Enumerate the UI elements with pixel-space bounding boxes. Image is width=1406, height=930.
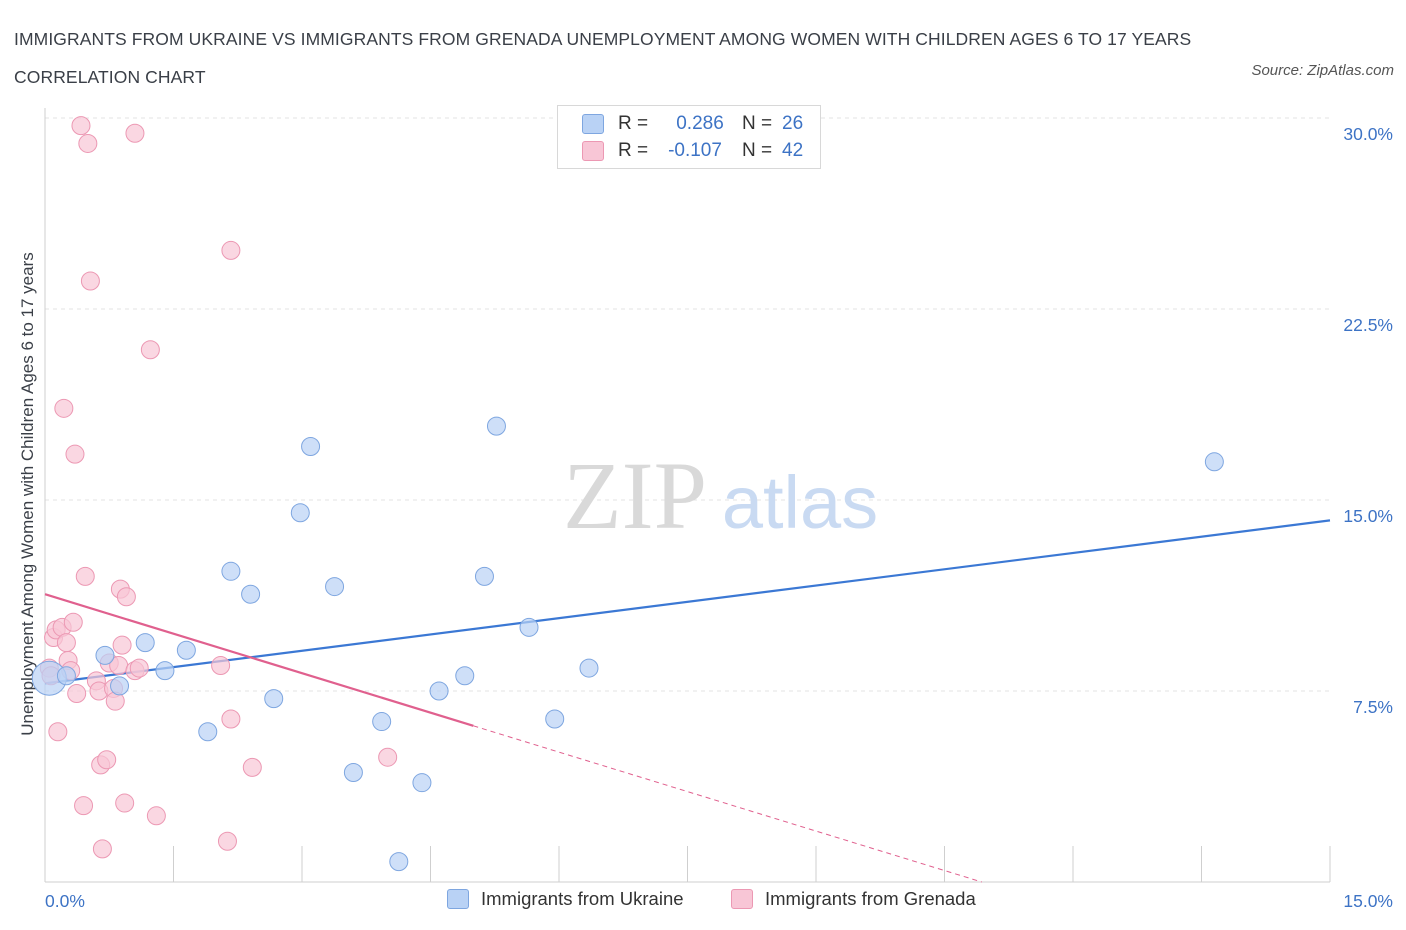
grenada-trendline-extension: [473, 725, 982, 883]
grenada-point-15: [75, 566, 95, 586]
grenada-point-16: [78, 133, 98, 153]
legend-r-label: R =: [618, 113, 649, 134]
x-tick-label-max: 15.0%: [1343, 891, 1393, 911]
bottom-legend-grenada-label: Immigrants from Grenada: [765, 888, 976, 909]
ukraine-point-22: [519, 617, 539, 637]
y-tick-label-2: 22.5%: [1343, 315, 1393, 335]
ukraine-point-23: [545, 709, 565, 729]
grenada-point-40: [242, 757, 262, 777]
grenada-point-39: [221, 240, 241, 260]
grenada-point-33: [125, 123, 145, 143]
grenada-swatch-icon: [582, 141, 604, 161]
grenada-point-38: [221, 709, 241, 729]
ukraine-legend-icon: [447, 889, 469, 909]
y-tick-label-1: 15.0%: [1343, 506, 1393, 526]
ukraine-point-16: [389, 852, 409, 872]
ukraine-point-6: [176, 640, 196, 660]
grenada-point-29: [115, 793, 135, 813]
ukraine-swatch-icon: [582, 114, 604, 134]
watermark-atlas: atlas: [722, 461, 878, 544]
y-tick-label-3: 30.0%: [1343, 124, 1393, 144]
ukraine-point-17: [412, 773, 432, 793]
ukraine-point-9: [241, 584, 261, 604]
grenada-point-37: [217, 831, 237, 851]
x-tick-label-min: 0.0%: [45, 891, 85, 911]
watermark: ZIP atlas: [563, 442, 878, 549]
bottom-legend-grenada: Immigrants from Grenada: [731, 888, 976, 910]
grenada-points: [39, 116, 398, 859]
ukraine-point-21: [486, 416, 506, 436]
grenada-point-32: [129, 658, 149, 678]
grenada-point-6: [54, 398, 74, 418]
grenada-point-4: [48, 722, 68, 742]
grenada-point-7: [56, 633, 76, 653]
grenada-point-35: [146, 806, 166, 826]
ukraine-point-24: [579, 658, 599, 678]
grenada-point-14: [74, 796, 94, 816]
grenada-trendline: [44, 593, 474, 727]
ukraine-point-1: [56, 666, 76, 686]
grenada-point-36: [211, 656, 231, 676]
grenada-point-11: [65, 444, 85, 464]
watermark-zip: ZIP: [563, 442, 707, 549]
ukraine-point-4: [135, 633, 155, 653]
trendlines: [44, 519, 1331, 883]
grenada-legend-icon: [731, 889, 753, 909]
legend-row-ukraine: R = 0.286 N = 26: [582, 111, 803, 137]
legend-grenada-n: 42: [782, 140, 804, 161]
ukraine-point-20: [474, 566, 494, 586]
legend-ukraine-n: 26: [782, 113, 804, 134]
ukraine-point-11: [290, 503, 310, 523]
grenada-point-34: [140, 340, 160, 360]
bottom-legend-ukraine: Immigrants from Ukraine: [447, 888, 684, 910]
ukraine-point-3: [110, 676, 130, 696]
grenada-point-22: [97, 750, 117, 770]
ukraine-point-5: [155, 661, 175, 681]
grenada-point-12: [67, 684, 87, 704]
ukraine-point-10: [264, 689, 284, 709]
source-label: Source: ZipAtlas.com: [1251, 62, 1394, 79]
bottom-legend-ukraine-label: Immigrants from Ukraine: [481, 888, 684, 909]
ukraine-points: [31, 416, 1224, 872]
gridlines: [45, 117, 1330, 692]
legend-grenada-r: -0.107: [668, 140, 722, 161]
ukraine-point-12: [301, 437, 321, 457]
legend-row-grenada: R = -0.107 N = 42: [582, 138, 803, 164]
ukraine-point-18: [429, 681, 449, 701]
chart-title: IMMIGRANTS FROM UKRAINE VS IMMIGRANTS FR…: [14, 29, 1192, 87]
ukraine-point-2: [95, 645, 115, 665]
ukraine-trendline: [44, 519, 1331, 685]
ukraine-point-19: [455, 666, 475, 686]
ukraine-point-25: [1204, 452, 1224, 472]
ukraine-point-7: [198, 722, 218, 742]
grenada-point-10: [63, 612, 83, 632]
grenada-point-17: [80, 271, 100, 291]
legend-n-label: N =: [742, 113, 773, 134]
legend-r-label: R =: [618, 140, 649, 161]
axes: [44, 108, 1331, 883]
correlation-legend: R = 0.286 N = 26 R = -0.107 N = 42: [557, 105, 821, 169]
ukraine-point-15: [372, 712, 392, 732]
grenada-point-21: [92, 839, 112, 859]
ukraine-point-13: [325, 577, 345, 597]
legend-n-label: N =: [742, 140, 773, 161]
y-tick-label-0: 7.5%: [1353, 697, 1393, 717]
ukraine-point-14: [343, 762, 363, 782]
grenada-point-30: [116, 587, 136, 607]
grenada-point-28: [112, 635, 132, 655]
grenada-point-13: [71, 116, 91, 136]
grenada-point-41: [378, 747, 398, 767]
ukraine-point-8: [221, 561, 241, 581]
legend-ukraine-r: 0.286: [676, 113, 724, 134]
